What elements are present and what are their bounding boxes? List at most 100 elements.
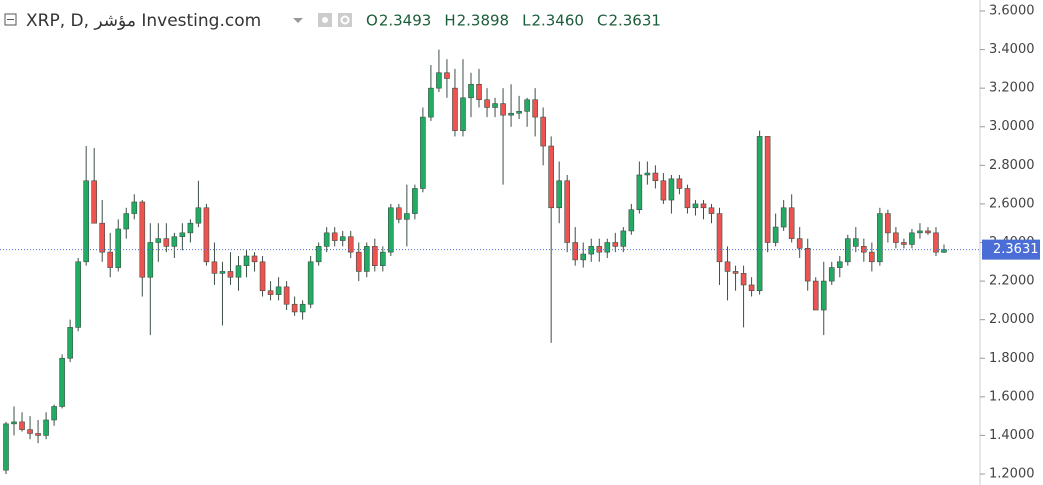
candle-body (492, 103, 498, 108)
ohlc-value: 2.3493 (379, 12, 432, 30)
y-tick-label: 2.6000 (989, 196, 1035, 211)
candle-body (460, 97, 466, 131)
candle-body (500, 103, 506, 116)
collapse-button[interactable] (4, 13, 17, 26)
candle-body (396, 207, 402, 220)
candle-body (251, 255, 258, 263)
ohlc-value: 2.3631 (608, 12, 661, 30)
ohlc-value: 2.3460 (531, 12, 584, 30)
y-tick-label: 3.4000 (989, 42, 1035, 57)
candle-body (836, 261, 843, 268)
candle-body (877, 213, 883, 263)
candle-body (123, 213, 130, 230)
candle-body (540, 116, 546, 147)
candle-body (91, 180, 97, 224)
candle-body (476, 84, 482, 101)
candle-body (901, 242, 907, 245)
candle-body (163, 238, 170, 247)
candle-body (917, 230, 923, 234)
candle-body (299, 303, 306, 313)
candle-body (99, 222, 106, 253)
candle-body (428, 87, 434, 118)
candle-body (532, 99, 538, 118)
chart-title: XRP, D, مؤشر Investing.com (26, 11, 261, 31)
candle-body (267, 290, 274, 295)
y-tick-label: 2.2000 (989, 274, 1035, 289)
candle-body (748, 284, 755, 292)
candle-body (59, 357, 65, 407)
candle-body (844, 238, 851, 263)
candle-body (235, 265, 242, 278)
candle-body (131, 201, 138, 214)
candle-body (147, 242, 154, 278)
eye-icon (322, 17, 328, 23)
candle-body (692, 203, 699, 209)
y-tick-label: 1.6000 (989, 389, 1035, 404)
last-price-label: 2.3631 (993, 242, 1039, 257)
dropdown-arrow[interactable] (293, 18, 303, 23)
gear-icon (340, 15, 350, 25)
candle-body (211, 261, 218, 274)
candle-body (404, 213, 410, 220)
candle-body (227, 271, 234, 278)
header: XRP, D, مؤشر Investing.com (4, 11, 352, 31)
candle-body (604, 242, 611, 253)
candle-body (564, 180, 570, 243)
candle-body (388, 207, 394, 253)
candles (3, 49, 947, 475)
candle-body (700, 203, 707, 209)
candle-body (75, 261, 81, 328)
candle-body (307, 261, 314, 305)
candle-body (804, 247, 811, 282)
candle-body (516, 111, 522, 114)
settings-button[interactable] (338, 13, 352, 27)
candle-body (339, 236, 346, 241)
candle-body (484, 99, 490, 108)
candle-body (572, 242, 579, 261)
y-tick-label: 3.2000 (989, 81, 1035, 96)
ohlc-label: C (597, 12, 607, 30)
candle-body (67, 327, 73, 359)
candle-body (732, 271, 739, 274)
candle-body (548, 145, 554, 209)
candle-body (620, 230, 627, 247)
y-tick-label: 1.4000 (989, 428, 1035, 443)
candle-body (43, 419, 49, 436)
candle-body (83, 180, 89, 263)
candle-body (740, 273, 747, 286)
candle-body (628, 209, 635, 232)
candle-body (636, 174, 643, 211)
ohlc-label: L (522, 12, 531, 30)
candle-body (219, 271, 226, 274)
candle-body (203, 207, 210, 263)
candle-body (933, 232, 939, 253)
candle-body (708, 207, 715, 214)
candle-body (853, 238, 859, 247)
candle-body (660, 180, 667, 201)
candle-body (187, 222, 194, 234)
candle-body (724, 261, 731, 272)
candle-body (941, 249, 947, 253)
candle-body (925, 230, 931, 234)
candle-body (35, 433, 41, 436)
candle-body (909, 232, 915, 245)
candle-body (861, 246, 867, 253)
y-tick-label: 2.8000 (989, 158, 1035, 173)
candle-body (596, 246, 603, 253)
candle-body (363, 246, 370, 272)
candle-body (508, 112, 514, 116)
candle-body (756, 136, 763, 292)
candle-body (772, 226, 779, 243)
candle-body (524, 99, 530, 112)
y-tick-label: 3.0000 (989, 119, 1035, 134)
candle-body (27, 429, 33, 434)
candle-body (468, 84, 474, 99)
candle-body (588, 246, 595, 255)
candle-body (412, 188, 418, 214)
candle-body (51, 406, 57, 421)
candle-body (893, 232, 899, 243)
y-tick-label: 1.8000 (989, 351, 1035, 366)
candle-body (155, 238, 162, 243)
candle-body (323, 232, 330, 247)
